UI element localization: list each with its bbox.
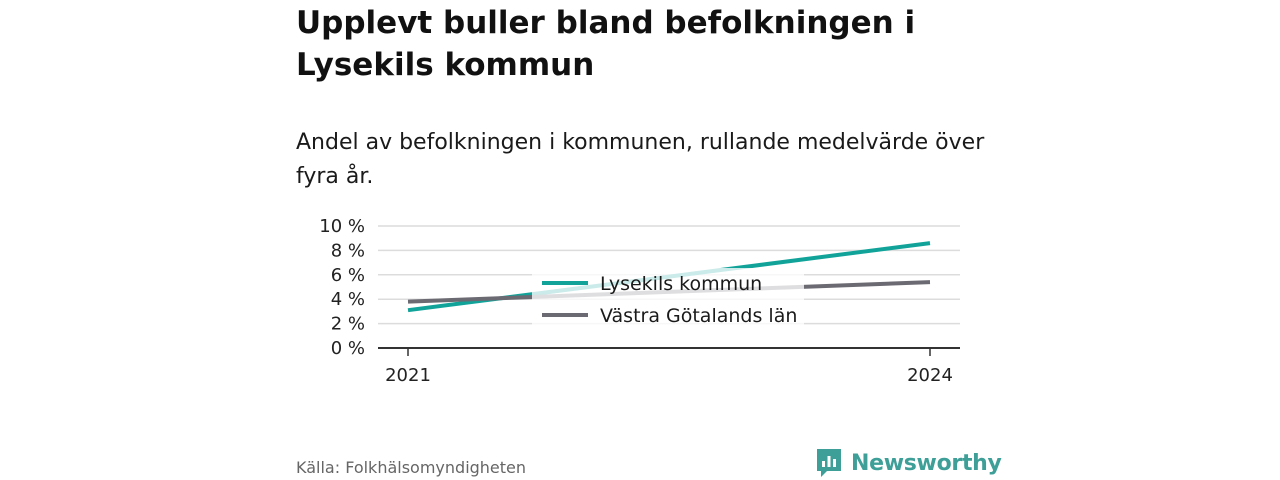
y-axis-ticks: 0 % 2 % 4 % 6 % 8 % 10 % — [319, 216, 365, 359]
legend-label: Lysekils kommun — [600, 273, 762, 295]
newsworthy-logo-icon — [817, 449, 841, 477]
x-tick-label: 2024 — [907, 365, 953, 386]
y-tick-label: 0 % — [331, 338, 365, 359]
newsworthy-logo-text: Newsworthy — [851, 450, 1002, 476]
y-tick-label: 4 % — [331, 289, 365, 310]
newsworthy-logo: Newsworthy — [815, 446, 1002, 480]
legend: Lysekils kommun Västra Götalands län — [532, 268, 804, 336]
chart-title: Upplevt buller bland befolkningen i Lyse… — [296, 5, 916, 83]
x-axis: 2021 2024 — [378, 347, 960, 386]
y-tick-label: 10 % — [319, 216, 365, 237]
y-tick-label: 2 % — [331, 314, 365, 335]
y-tick-label: 6 % — [331, 265, 365, 286]
legend-label: Västra Götalands län — [600, 305, 797, 327]
x-tick-label: 2021 — [385, 365, 431, 386]
y-tick-label: 8 % — [331, 240, 365, 261]
legend-background — [532, 268, 804, 336]
source-note: Källa: Folkhälsomyndigheten — [296, 458, 527, 477]
chart-subtitle: Andel av befolkningen i kommunen, rullan… — [296, 130, 985, 189]
line-chart: 0 % 2 % 4 % 6 % 8 % 10 % 2021 2024 Lysekils ko… — [319, 216, 960, 386]
